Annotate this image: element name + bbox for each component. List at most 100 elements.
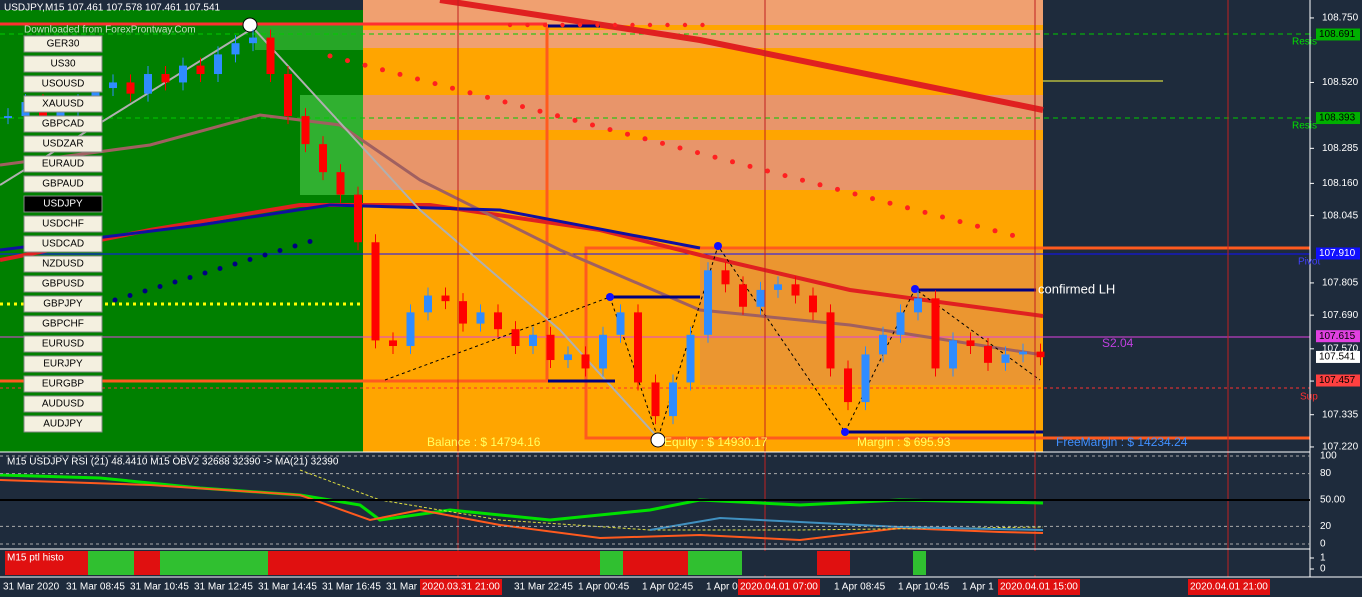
symbol-button[interactable]: GBPJPY (23, 295, 103, 313)
symbol-button[interactable]: GER30 (23, 35, 103, 53)
symbol-button[interactable]: GBPUSD (23, 275, 103, 293)
button-label: XAUUSD (42, 99, 84, 110)
sar-dot (712, 154, 718, 160)
sar-dot (507, 22, 513, 28)
sar-dot (127, 293, 133, 298)
level-label: Pivot (1298, 257, 1320, 268)
sar-dot (432, 81, 438, 87)
sar-dot (730, 159, 735, 165)
axes: 108.750 108.520 108.285 108.160 108.045 107.8… (0, 13, 1360, 595)
symbol-button[interactable]: AUDJPY (23, 415, 103, 433)
candle (511, 329, 520, 347)
symbol-button[interactable]: AUDUSD (23, 395, 103, 413)
sar-dot (537, 108, 543, 114)
candle (564, 354, 572, 361)
button-label: US30 (50, 59, 75, 70)
button-label: USDZAR (42, 139, 83, 150)
equity: Equity : $ 14930.17 (664, 435, 768, 449)
candle (529, 334, 537, 347)
y-tick-label: 50.00 (1320, 495, 1345, 506)
sar-dot (157, 284, 163, 289)
candle (1001, 354, 1010, 363)
symbol-button[interactable]: XAUUSD (23, 95, 103, 113)
sar-dot (835, 186, 840, 192)
session-badge (998, 579, 1080, 595)
symbol-button[interactable]: US30 (23, 55, 103, 73)
button-label: GBPCAD (42, 119, 84, 130)
price-badge (1316, 28, 1360, 41)
session-label: 2020.04.01 15:00 (1000, 582, 1078, 593)
session-badge (738, 579, 820, 595)
symbol-button[interactable]: USOUSD (23, 75, 103, 93)
x-tick-label: 31 Mar 08:45 (66, 582, 125, 593)
symbol-button[interactable]: USDJPY (23, 195, 103, 213)
symbol-button[interactable]: USDZAR (23, 135, 103, 153)
button-face (23, 95, 103, 113)
sar-dot (142, 288, 148, 294)
histo-green (88, 551, 134, 575)
sar-dot (852, 191, 858, 197)
button-label: USDJPY (43, 199, 83, 210)
y-tick-label: 107.335 (1322, 409, 1359, 420)
y-tick-label: 100 (1320, 451, 1337, 462)
symbol-button[interactable]: EURJPY (23, 355, 103, 373)
candle (581, 354, 590, 369)
symbol-button[interactable]: GBPAUD (23, 175, 103, 193)
button-label: GBPAUD (42, 179, 84, 190)
sar-dot (940, 214, 945, 220)
sar-dot (247, 257, 253, 262)
x-tick-label: 1 Apr 1 (962, 582, 994, 593)
x-tick-label: 31 Mar 12:45 (194, 582, 253, 593)
sar-dot (112, 297, 118, 303)
symbol-button[interactable]: GBPCHF (23, 315, 103, 333)
candle (231, 43, 240, 55)
candle (896, 312, 905, 335)
sar-dot (677, 145, 683, 151)
symbol-button[interactable]: NZDUSD (23, 255, 103, 273)
pattern-label: S2.04 (1102, 336, 1134, 350)
sar-dot (262, 252, 268, 258)
sar-dot (957, 219, 963, 225)
trend-line (254, 29, 661, 441)
button-face (23, 35, 103, 53)
symbol-button[interactable]: EURUSD (23, 335, 103, 353)
sar-dot (817, 182, 823, 188)
sar-dot (870, 196, 875, 202)
candle (809, 295, 817, 313)
button-face (23, 55, 103, 73)
panel-title: M15 ptl histo (7, 553, 64, 564)
session-label: 2020.03.31 21:00 (422, 582, 500, 593)
button-face (23, 135, 103, 153)
symbol-button[interactable]: USDCAD (23, 235, 103, 253)
sar-dot (1010, 232, 1015, 238)
symbol-button[interactable]: GBPCAD (23, 115, 103, 133)
price-axis (1310, 0, 1362, 577)
sar-dot (905, 205, 910, 211)
symbol-button[interactable]: EURGBP (23, 375, 103, 393)
x-tick-label: 1 Apr 08:45 (834, 582, 886, 593)
moving-average (0, 203, 701, 252)
sar-dot (555, 113, 560, 119)
sar-dot (172, 279, 178, 285)
candle (599, 334, 607, 369)
candle (669, 382, 677, 417)
candle (161, 74, 170, 83)
sar-dot (607, 127, 613, 133)
y-tick-label: 108.750 (1322, 13, 1359, 24)
symbol-button[interactable]: EURAUD (23, 155, 103, 173)
histo-gap (926, 551, 1043, 575)
box-fill (700, 250, 1040, 385)
symbol-button[interactable]: USDCHF (23, 215, 103, 233)
candle (476, 312, 485, 324)
marker (242, 17, 258, 33)
y-tick-label: 107.805 (1322, 278, 1359, 289)
candle (179, 65, 187, 83)
y-tick-label: 80 (1320, 468, 1332, 479)
candle (109, 82, 117, 89)
sar-dot (975, 223, 980, 229)
sar-dot (362, 62, 368, 68)
y-tick-label: 1 (1320, 553, 1326, 564)
sar-dot (502, 99, 508, 105)
candle (739, 284, 747, 307)
